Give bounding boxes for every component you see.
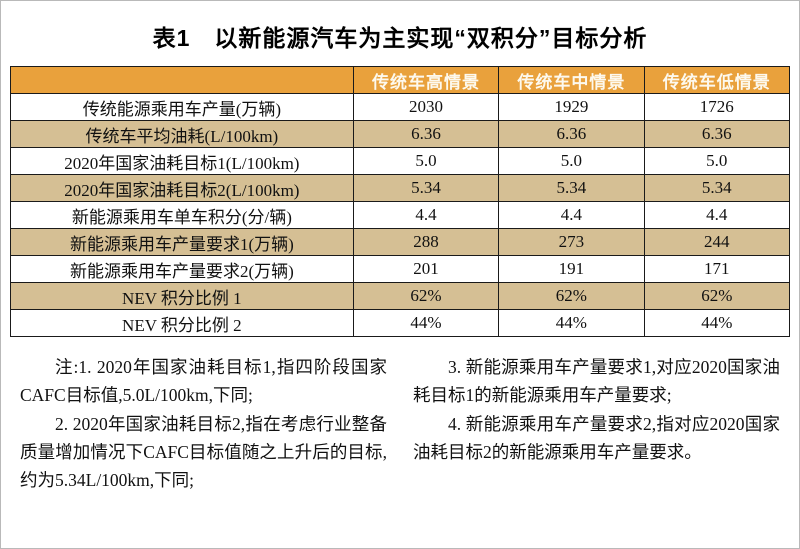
- notes-left-column: 注:1. 2020年国家油耗目标1,指四阶段国家CAFC目标值,5.0L/100…: [20, 353, 387, 495]
- table-row: 2020年国家油耗目标2(L/100km) 5.34 5.34 5.34: [10, 174, 791, 202]
- cell-value: 1929: [498, 93, 645, 121]
- cell-value: 4.4: [643, 201, 791, 229]
- table-row: NEV 积分比例 2 44% 44% 44%: [10, 309, 791, 337]
- cell-value: 4.4: [352, 201, 500, 229]
- cell-value: 288: [352, 228, 500, 256]
- note-paragraph-1: 注:1. 2020年国家油耗目标1,指四阶段国家CAFC目标值,5.0L/100…: [20, 357, 387, 406]
- scenario-table: 传统车高情景 传统车中情景 传统车低情景 传统能源乘用车产量(万辆) 2030 …: [10, 66, 791, 337]
- table-row: 新能源乘用车单车积分(分/辆) 4.4 4.4 4.4: [10, 201, 791, 229]
- note-paragraph-2: 2. 2020年国家油耗目标2,指在考虑行业整备质量增加情况下CAFC目标值随之…: [20, 413, 387, 491]
- cell-value: 1726: [643, 93, 791, 121]
- row-label: 新能源乘用车产量要求2(万辆): [10, 255, 354, 283]
- cell-value: 62%: [643, 282, 791, 310]
- row-label: NEV 积分比例 2: [10, 309, 354, 337]
- note-paragraph-3: 3. 新能源乘用车产量要求1,对应2020国家油耗目标1的新能源乘用车产量要求;: [413, 357, 780, 406]
- table-row: NEV 积分比例 1 62% 62% 62%: [10, 282, 791, 310]
- cell-value: 2030: [352, 93, 500, 121]
- row-label: 传统车平均油耗(L/100km): [10, 120, 354, 148]
- row-label: 新能源乘用车产量要求1(万辆): [10, 228, 354, 256]
- header-cell-low-scenario: 传统车低情景: [643, 66, 791, 94]
- cell-value: 62%: [352, 282, 500, 310]
- header-row: 传统车高情景 传统车中情景 传统车低情景: [10, 66, 791, 94]
- table-row: 传统能源乘用车产量(万辆) 2030 1929 1726: [10, 93, 791, 121]
- table-row: 新能源乘用车产量要求2(万辆) 201 191 171: [10, 255, 791, 283]
- cell-value: 6.36: [352, 120, 500, 148]
- cell-value: 5.34: [643, 174, 791, 202]
- cell-value: 5.0: [352, 147, 500, 175]
- header-cell-mid-scenario: 传统车中情景: [498, 66, 645, 94]
- row-label: 传统能源乘用车产量(万辆): [10, 93, 354, 121]
- cell-value: 201: [352, 255, 500, 283]
- cell-value: 44%: [352, 309, 500, 337]
- cell-value: 191: [498, 255, 645, 283]
- header-cell-empty: [10, 66, 354, 94]
- row-label: 2020年国家油耗目标1(L/100km): [10, 147, 354, 175]
- row-label: NEV 积分比例 1: [10, 282, 354, 310]
- cell-value: 6.36: [498, 120, 645, 148]
- table-row: 新能源乘用车产量要求1(万辆) 288 273 244: [10, 228, 791, 256]
- cell-value: 6.36: [643, 120, 791, 148]
- cell-value: 5.0: [643, 147, 791, 175]
- notes-section: 注:1. 2020年国家油耗目标1,指四阶段国家CAFC目标值,5.0L/100…: [20, 353, 780, 495]
- cell-value: 273: [498, 228, 645, 256]
- header-cell-high-scenario: 传统车高情景: [352, 66, 500, 94]
- cell-value: 5.34: [498, 174, 645, 202]
- cell-value: 4.4: [498, 201, 645, 229]
- notes-right-column: 3. 新能源乘用车产量要求1,对应2020国家油耗目标1的新能源乘用车产量要求;…: [413, 353, 780, 495]
- cell-value: 5.34: [352, 174, 500, 202]
- cell-value: 171: [643, 255, 791, 283]
- table-row: 2020年国家油耗目标1(L/100km) 5.0 5.0 5.0: [10, 147, 791, 175]
- cell-value: 62%: [498, 282, 645, 310]
- cell-value: 244: [643, 228, 791, 256]
- note-paragraph-4: 4. 新能源乘用车产量要求2,指对应2020国家油耗目标2的新能源乘用车产量要求…: [413, 413, 780, 463]
- table-row: 传统车平均油耗(L/100km) 6.36 6.36 6.36: [10, 120, 791, 148]
- cell-value: 5.0: [498, 147, 645, 175]
- cell-value: 44%: [498, 309, 645, 337]
- row-label: 新能源乘用车单车积分(分/辆): [10, 201, 354, 229]
- table-title: 表1 以新能源汽车为主实现“双积分”目标分析: [152, 25, 648, 51]
- row-label: 2020年国家油耗目标2(L/100km): [10, 174, 354, 202]
- cell-value: 44%: [643, 309, 791, 337]
